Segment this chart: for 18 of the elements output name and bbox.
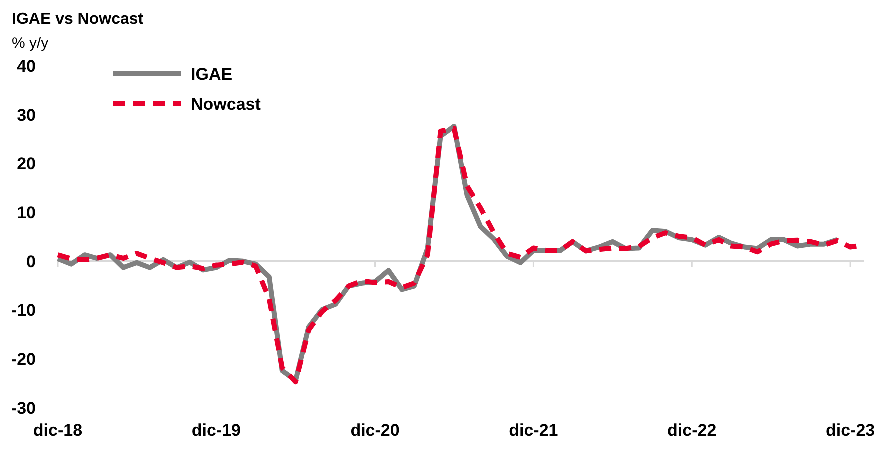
x-tick-label: dic-19 — [192, 421, 241, 440]
y-tick-label: -30 — [11, 398, 36, 418]
legend-label: Nowcast — [191, 94, 262, 114]
x-tick-label: dic-21 — [509, 421, 558, 440]
y-tick-label: -20 — [11, 350, 36, 370]
x-tick-label: dic-18 — [33, 421, 83, 440]
x-tick-label: dic-23 — [826, 421, 876, 440]
chart-title: IGAE vs Nowcast — [12, 11, 144, 28]
y-axis-title: % y/y — [12, 35, 50, 52]
y-tick-label: 10 — [17, 204, 36, 223]
y-tick-label: 0 — [26, 252, 36, 272]
y-tick-label: -10 — [11, 301, 36, 320]
y-tick-label: 40 — [17, 56, 36, 76]
y-tick-label: 30 — [17, 106, 36, 125]
x-tick-label: dic-20 — [350, 421, 400, 440]
x-tick-label: dic-22 — [668, 421, 717, 440]
legend-label: IGAE — [191, 64, 233, 84]
y-tick-label: 20 — [17, 154, 36, 174]
